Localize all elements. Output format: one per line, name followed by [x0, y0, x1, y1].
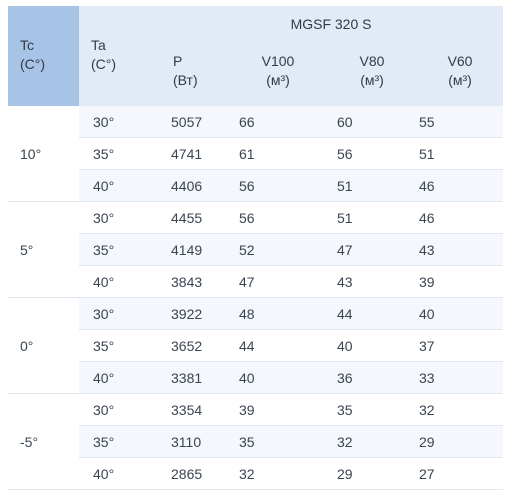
v60-cell: 32	[417, 393, 504, 426]
header-ta: Ta (C°)	[79, 6, 159, 106]
ta-cell: 30°	[79, 393, 159, 426]
header-v80: V80 (м³)	[327, 44, 417, 106]
table-header: Tc (C°) Ta (C°) MGSF 320 S P (Вт) V100 (…	[8, 6, 504, 106]
tc-cell: 10°	[8, 106, 79, 202]
p-cell: 3381	[159, 361, 229, 394]
table-row: 35° 4149 52 47 43	[8, 233, 504, 266]
ta-cell: 40°	[79, 169, 159, 202]
v60-cell: 39	[417, 265, 504, 298]
ta-cell: 35°	[79, 329, 159, 362]
v80-cell: 32	[327, 425, 417, 458]
table-row: 40° 3843 47 43 39	[8, 265, 504, 298]
p-cell: 2865	[159, 457, 229, 490]
header-ta-label: Ta	[91, 37, 106, 53]
v80-cell: 43	[327, 265, 417, 298]
v60-cell: 43	[417, 233, 504, 266]
p-cell: 3843	[159, 265, 229, 298]
v60-cell: 55	[417, 106, 504, 138]
table-row: 35° 4741 61 56 51	[8, 137, 504, 170]
v100-cell: 47	[229, 265, 327, 298]
p-cell: 4149	[159, 233, 229, 266]
p-cell: 3110	[159, 425, 229, 458]
ta-cell: 40°	[79, 457, 159, 490]
ta-cell: 30°	[79, 201, 159, 234]
header-v80-unit: (м³)	[360, 72, 384, 88]
p-cell: 3354	[159, 393, 229, 426]
header-v60-unit: (м³)	[448, 72, 472, 88]
p-cell: 4741	[159, 137, 229, 170]
header-model: MGSF 320 S	[159, 6, 504, 44]
v100-cell: 44	[229, 329, 327, 362]
ta-cell: 35°	[79, 137, 159, 170]
ta-cell: 30°	[79, 297, 159, 330]
v80-cell: 47	[327, 233, 417, 266]
table-row: 5° 30° 4455 56 51 46	[8, 201, 504, 298]
header-p: P (Вт)	[159, 44, 229, 106]
p-cell: 3652	[159, 329, 229, 362]
v100-cell: 40	[229, 361, 327, 394]
v60-cell: 37	[417, 329, 504, 362]
table-row: 40° 4406 56 51 46	[8, 169, 504, 202]
v80-cell: 51	[327, 201, 417, 234]
v80-cell: 29	[327, 457, 417, 490]
table-row: 40° 2865 32 29 27	[8, 457, 504, 490]
p-cell: 4406	[159, 169, 229, 202]
p-cell: 3922	[159, 297, 229, 330]
table-body: 10° 30° 5057 66 60 55 35° 4741 61 56 51 …	[8, 106, 504, 490]
ta-cell: 40°	[79, 265, 159, 298]
v100-cell: 61	[229, 137, 327, 170]
v100-cell: 52	[229, 233, 327, 266]
header-tc-unit: (C°)	[20, 56, 46, 72]
performance-table-container: Tc (C°) Ta (C°) MGSF 320 S P (Вт) V100 (…	[8, 6, 504, 490]
v80-cell: 60	[327, 106, 417, 138]
v100-cell: 56	[229, 201, 327, 234]
v80-cell: 56	[327, 137, 417, 170]
v100-cell: 35	[229, 425, 327, 458]
v60-cell: 40	[417, 297, 504, 330]
v80-cell: 44	[327, 297, 417, 330]
v100-cell: 56	[229, 169, 327, 202]
ta-cell: 35°	[79, 233, 159, 266]
tc-cell: 5°	[8, 201, 79, 298]
table-row: -5° 30° 3354 39 35 32	[8, 393, 504, 490]
v80-cell: 36	[327, 361, 417, 394]
header-v80-label: V80	[359, 53, 385, 69]
v80-cell: 40	[327, 329, 417, 362]
v60-cell: 29	[417, 425, 504, 458]
header-tc-label: Tc	[20, 37, 34, 53]
p-cell: 5057	[159, 106, 229, 138]
table-row: 40° 3381 40 36 33	[8, 361, 504, 394]
header-p-label: P	[173, 53, 183, 69]
header-v100-label: V100	[261, 53, 295, 69]
v100-cell: 32	[229, 457, 327, 490]
v100-cell: 48	[229, 297, 327, 330]
header-tc: Tc (C°)	[8, 6, 79, 106]
v60-cell: 51	[417, 137, 504, 170]
table-row: 35° 3652 44 40 37	[8, 329, 504, 362]
performance-table: Tc (C°) Ta (C°) MGSF 320 S P (Вт) V100 (…	[8, 6, 504, 490]
table-row: 35° 3110 35 32 29	[8, 425, 504, 458]
header-v60: V60 (м³)	[417, 44, 504, 106]
header-v100: V100 (м³)	[229, 44, 327, 106]
table-row: 0° 30° 3922 48 44 40	[8, 297, 504, 394]
v100-cell: 66	[229, 106, 327, 138]
v80-cell: 35	[327, 393, 417, 426]
v60-cell: 46	[417, 169, 504, 202]
ta-cell: 40°	[79, 361, 159, 394]
ta-cell: 35°	[79, 425, 159, 458]
header-v60-label: V60	[447, 53, 473, 69]
ta-cell: 30°	[79, 106, 159, 138]
v60-cell: 27	[417, 457, 504, 490]
v60-cell: 33	[417, 361, 504, 394]
tc-cell: 0°	[8, 297, 79, 394]
v100-cell: 39	[229, 393, 327, 426]
header-p-unit: (Вт)	[173, 72, 198, 88]
tc-cell: -5°	[8, 393, 79, 490]
v60-cell: 46	[417, 201, 504, 234]
header-ta-unit: (C°)	[91, 56, 117, 72]
header-v100-unit: (м³)	[266, 72, 290, 88]
p-cell: 4455	[159, 201, 229, 234]
table-row: 10° 30° 5057 66 60 55	[8, 106, 504, 202]
v80-cell: 51	[327, 169, 417, 202]
